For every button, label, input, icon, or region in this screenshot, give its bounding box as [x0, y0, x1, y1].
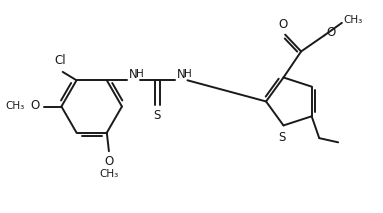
Text: H: H [184, 69, 192, 79]
Text: CH₃: CH₃ [5, 101, 25, 111]
Text: S: S [278, 131, 285, 144]
Text: O: O [326, 26, 335, 39]
Text: O: O [104, 155, 113, 168]
Text: H: H [136, 69, 144, 79]
Text: N: N [129, 68, 137, 81]
Text: O: O [30, 99, 39, 112]
Text: O: O [279, 18, 288, 31]
Text: CH₃: CH₃ [344, 15, 363, 25]
Text: Cl: Cl [54, 54, 65, 67]
Text: N: N [177, 68, 185, 81]
Text: S: S [154, 109, 161, 122]
Text: CH₃: CH₃ [99, 169, 118, 179]
